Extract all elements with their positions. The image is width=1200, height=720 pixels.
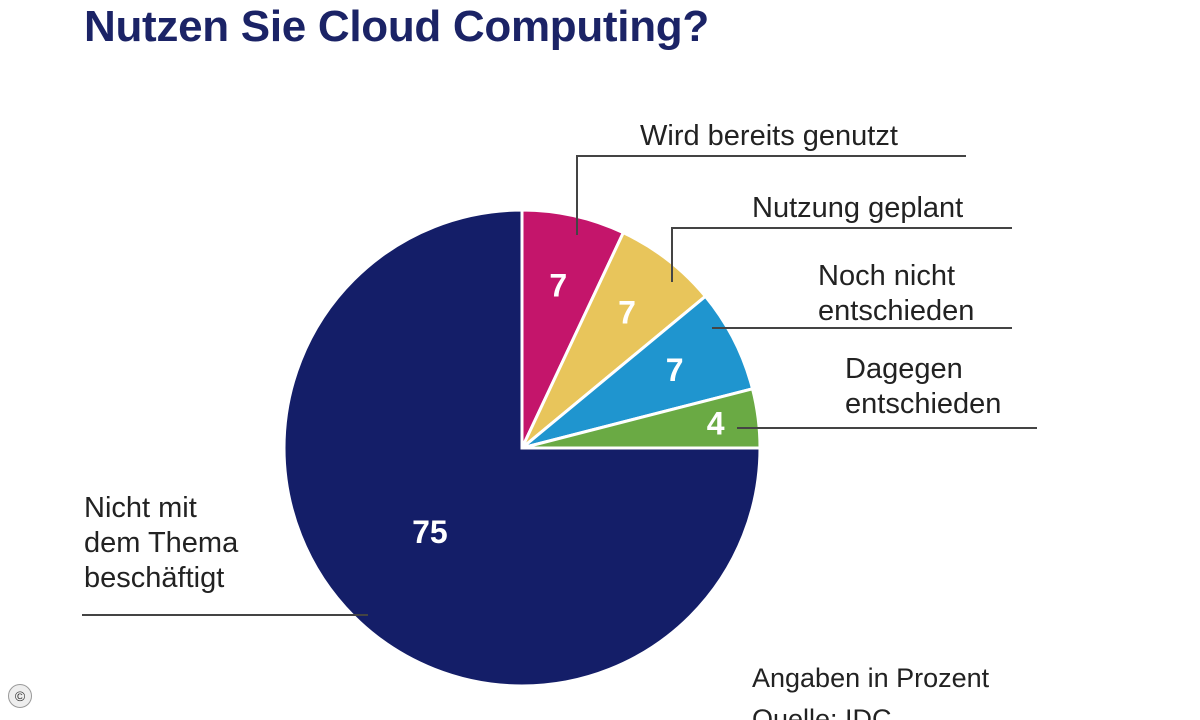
leader-lines [82,155,1037,616]
slice-value-label: 7 [618,295,636,331]
slice-category-label: entschieden [818,295,974,327]
copyright-icon: © [8,684,32,708]
source-note: Quelle: IDC [752,704,892,720]
slice-category-label: Noch nicht [818,260,955,292]
pie-slice [521,294,755,450]
slice-category-label: Dagegen [845,353,963,385]
slice-category-label: entschieden [845,388,1001,420]
unit-note: Angaben in Prozent [752,663,990,693]
slice-value-label: 4 [707,406,725,442]
slice-category-label: Wird bereits genutzt [640,120,898,152]
pie-slices [282,208,762,688]
pie-slice [282,208,762,688]
slice-category-label: Nicht mit [84,492,197,524]
slice-category-label: beschäftigt [84,562,224,594]
leader-line [671,227,1012,282]
slice-category-label: dem Thema [84,527,239,559]
slice-category-label: Nutzung geplant [752,192,963,224]
chart-title: Nutzen Sie Cloud Computing? [84,2,709,51]
slice-value-label: 75 [412,514,448,550]
slice-value-label: 7 [666,352,684,388]
leader-line [576,155,966,235]
pie-slice [520,230,708,450]
pie-slice [520,208,626,449]
slice-value-label: 7 [549,267,567,303]
category-labels: Wird bereits genutzt Nutzung geplant Noch … [84,120,1001,594]
